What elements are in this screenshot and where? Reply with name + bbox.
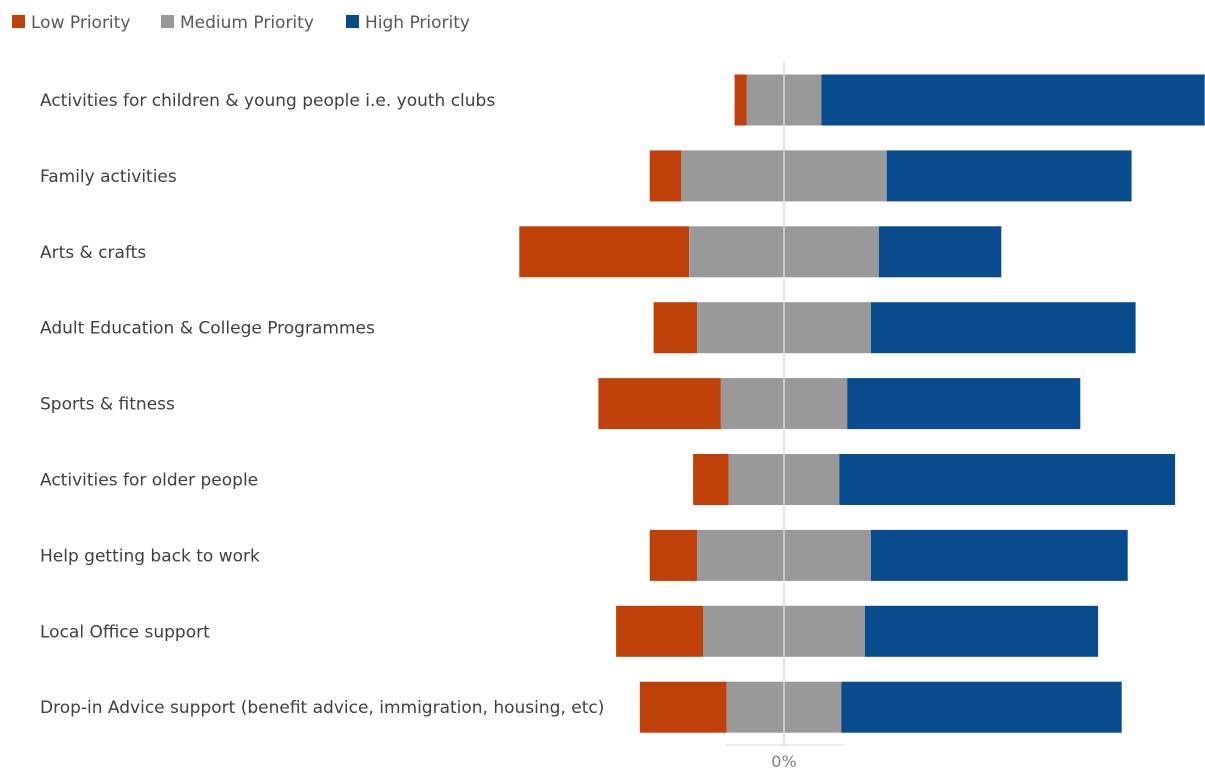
bar-segment-high-priority [865,605,1099,657]
bar-segment-high-priority [870,529,1128,581]
bar-segment-high-priority [847,378,1081,430]
category-label: Drop-in Advice support (benefit advice, … [40,698,604,718]
bar-segment-high-priority [841,681,1122,733]
category-label: Adult Education & College Programmes [40,319,375,339]
x-tick-label: 0% [771,752,796,768]
legend-swatch-2 [161,15,174,28]
bar-segment-low-priority [649,150,682,202]
bar-segment-high-priority [878,226,1002,278]
legend-label-2: Medium Priority [180,13,314,33]
category-label: Activities for children & young people i… [40,91,495,111]
category-labels: Activities for children & young people i… [40,91,604,718]
category-label: Activities for older people [40,471,258,491]
bar-segment-low-priority [598,378,721,430]
legend-label-3: High Priority [365,13,470,33]
legend-swatch-3 [346,15,359,28]
bar-segment-high-priority [886,150,1132,202]
legend-swatch-1 [12,15,25,28]
bar-segment-low-priority [734,74,747,126]
bar-segment-low-priority [653,302,698,354]
bar-segment-high-priority [870,302,1136,354]
category-label: Family activities [40,167,177,187]
legend: Low Priority Medium Priority High Priority [12,13,470,33]
bar-segment-low-priority [639,681,727,733]
category-label: Help getting back to work [40,546,260,566]
legend-label-1: Low Priority [31,13,130,33]
bar-segment-low-priority [693,454,729,505]
category-label: Local Office support [40,622,210,642]
bar-segment-low-priority [649,529,698,581]
bar-segment-high-priority [821,74,1205,126]
category-label: Sports & fitness [40,395,175,415]
bars [519,74,1205,733]
bar-segment-low-priority [519,226,690,278]
bar-segment-low-priority [616,605,703,657]
category-label: Arts & crafts [40,243,146,263]
bar-segment-high-priority [839,454,1176,505]
x-axis: 0% [725,62,845,771]
